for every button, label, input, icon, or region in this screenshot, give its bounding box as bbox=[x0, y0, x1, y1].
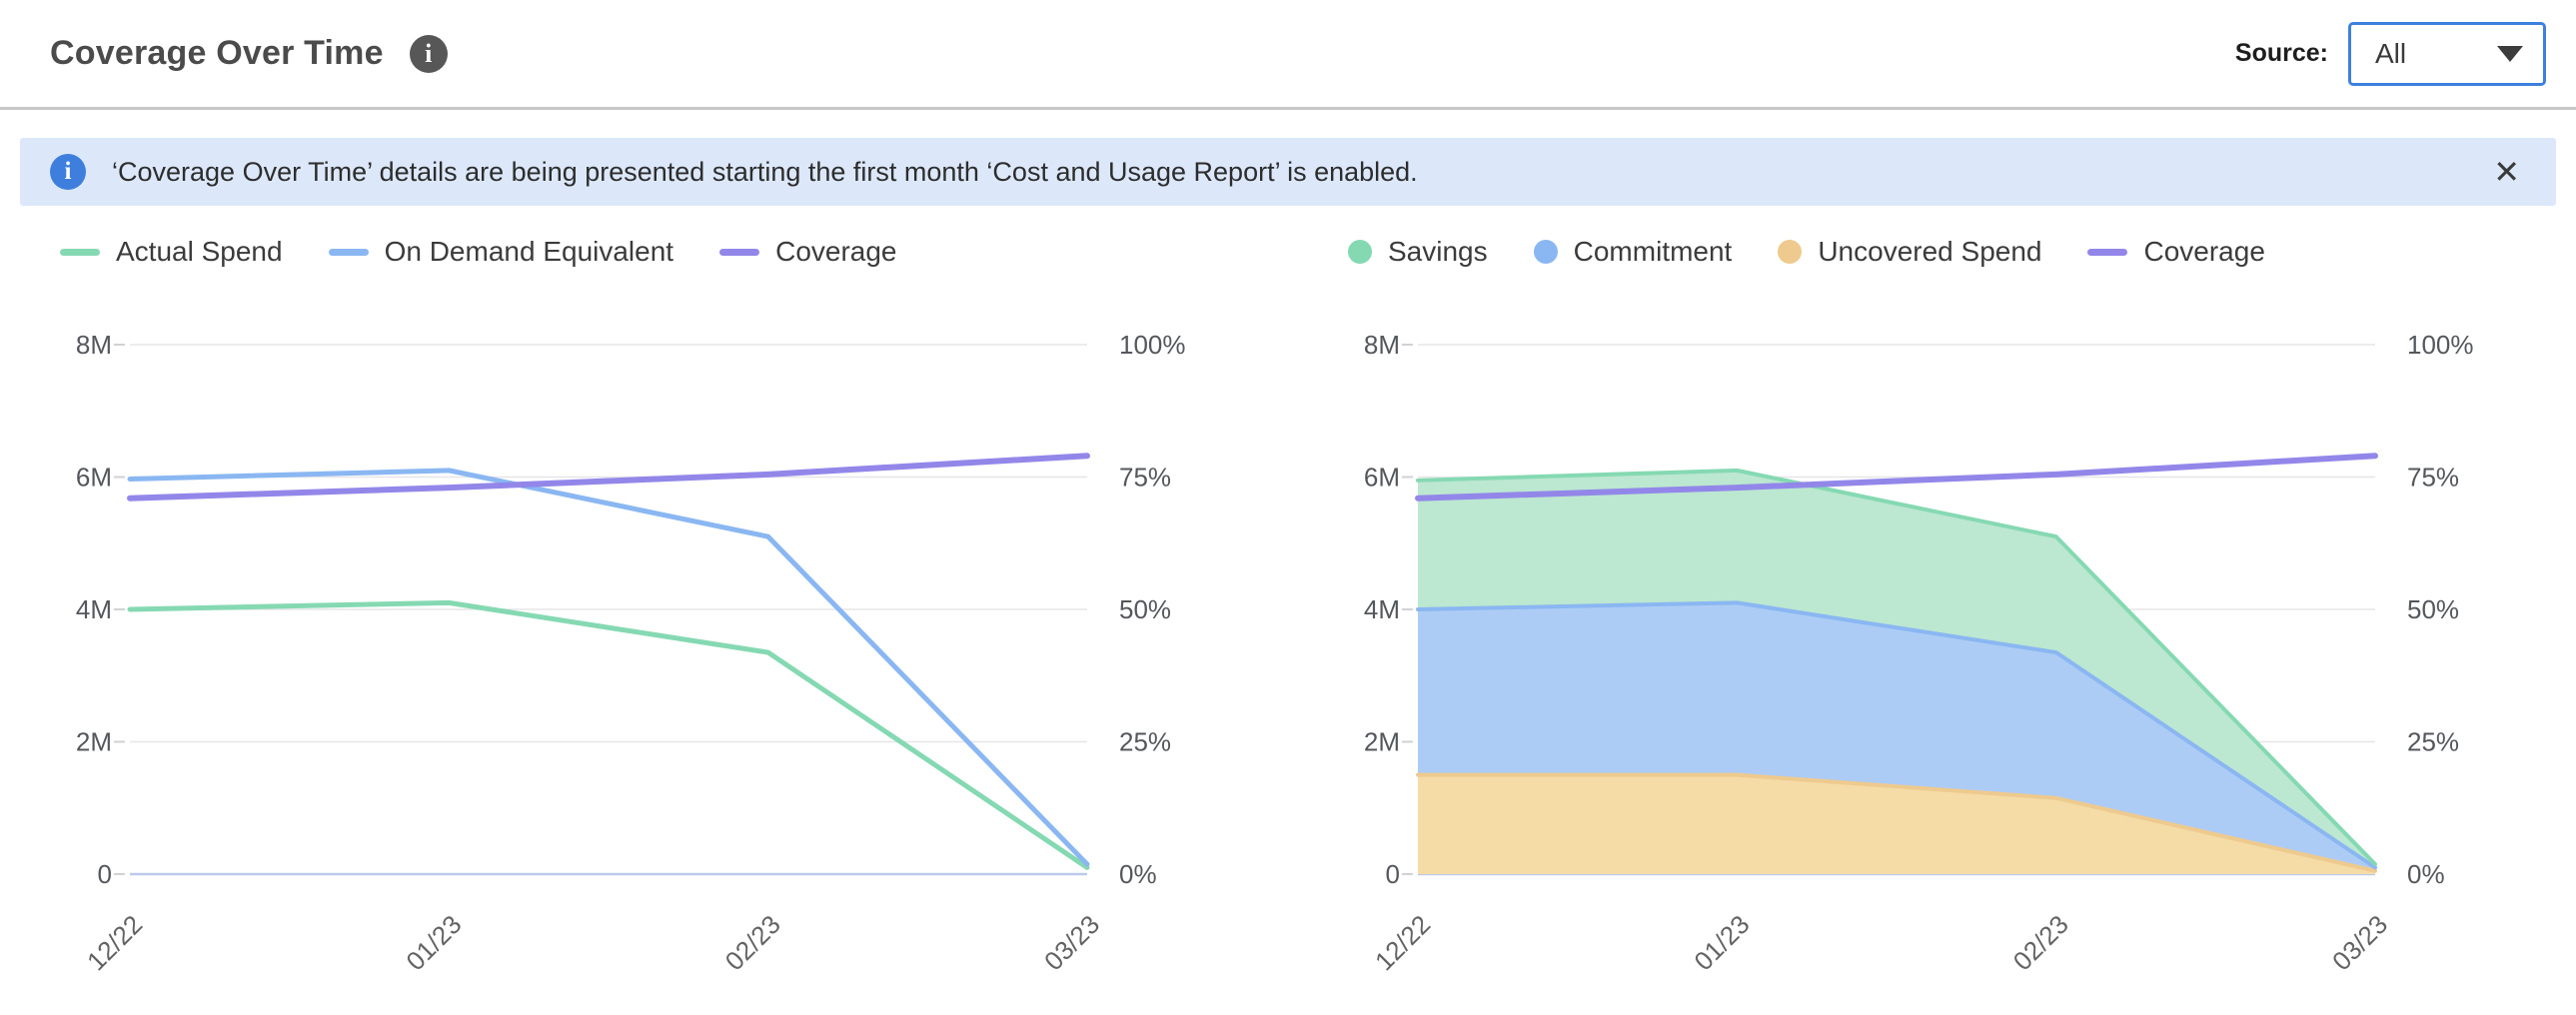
line-chart-canvas[interactable]: 8M 100% 6M 75% 4M 50% 2M 25% 0 0% 12/22 01/23 02/23 0… bbox=[0, 298, 1288, 1013]
line-chart-legend: Actual Spend On Demand Equivalent Coverage bbox=[60, 230, 1288, 274]
line-actual-spend bbox=[127, 599, 1090, 870]
x-axis-label: 03/23 bbox=[1038, 909, 1105, 976]
area-edge-uncovered-spend bbox=[1416, 772, 2377, 873]
area-chart-legend: Savings Commitment Uncovered Spend Coverage bbox=[1348, 230, 2576, 274]
right-axis-label: 100% bbox=[2407, 330, 2474, 360]
right-axis-label: 25% bbox=[1119, 727, 1171, 757]
left-axis-label: 2M bbox=[76, 727, 112, 757]
area-edge-commitment bbox=[1416, 600, 2377, 870]
info-banner: i ‘Coverage Over Time’ details are being… bbox=[20, 138, 2556, 206]
x-axis-label: 12/22 bbox=[1369, 909, 1436, 976]
coverage-line-chart: Actual Spend On Demand Equivalent Coverage… bbox=[0, 230, 1288, 1013]
legend-label: Commitment bbox=[1573, 236, 1733, 267]
left-axis-label: 8M bbox=[1364, 330, 1400, 360]
coverage-swatch-icon bbox=[2087, 248, 2128, 256]
header-right: Source: All bbox=[2234, 21, 2546, 86]
legend-label: On Demand Equivalent bbox=[384, 236, 674, 267]
charts-row: Actual Spend On Demand Equivalent Coverage… bbox=[0, 230, 2576, 1013]
right-axis-label: 25% bbox=[2407, 727, 2459, 757]
line-on-demand-equivalent bbox=[127, 468, 1090, 867]
left-axis-label: 6M bbox=[76, 463, 112, 493]
x-axis-label: 12/22 bbox=[81, 909, 148, 976]
line-coverage bbox=[127, 453, 1090, 502]
right-axis-label: 0% bbox=[1119, 859, 1157, 889]
source-label: Source: bbox=[2234, 39, 2328, 67]
left-axis-label: 4M bbox=[1364, 594, 1400, 624]
left-axis-label: 4M bbox=[76, 594, 112, 624]
legend-item-savings[interactable]: Savings bbox=[1348, 236, 1488, 268]
right-axis-label: 50% bbox=[1119, 594, 1171, 624]
right-axis-label: 50% bbox=[2407, 594, 2459, 624]
legend-item-actual-spend[interactable]: Actual Spend bbox=[60, 236, 283, 268]
left-axis-label: 0 bbox=[98, 859, 112, 889]
info-icon: i bbox=[50, 154, 86, 190]
x-axis-label: 01/23 bbox=[400, 909, 467, 976]
right-axis-label: 0% bbox=[2407, 859, 2445, 889]
savings-swatch-icon bbox=[1348, 240, 1372, 264]
x-axis-label: 02/23 bbox=[2007, 909, 2074, 976]
right-axis-label: 75% bbox=[2407, 463, 2459, 493]
source-dropdown-value: All bbox=[2375, 37, 2407, 69]
legend-label: Uncovered Spend bbox=[1818, 236, 2042, 267]
source-dropdown[interactable]: All bbox=[2348, 21, 2546, 86]
legend-item-commitment[interactable]: Commitment bbox=[1533, 236, 1733, 268]
commitment-swatch-icon bbox=[1533, 240, 1558, 264]
area-uncovered-spend bbox=[1418, 774, 2375, 874]
line-coverage bbox=[1415, 453, 2378, 502]
area-edge-savings bbox=[1416, 468, 2377, 867]
legend-label: Actual Spend bbox=[116, 236, 283, 267]
legend-item-coverage[interactable]: Coverage bbox=[719, 236, 897, 268]
area-commitment bbox=[1418, 602, 2375, 871]
legend-item-uncovered-spend[interactable]: Uncovered Spend bbox=[1778, 236, 2041, 268]
left-axis-label: 0 bbox=[1386, 859, 1400, 889]
x-axis-label: 03/23 bbox=[2326, 909, 2393, 976]
page-title: Coverage Over Time bbox=[50, 34, 384, 72]
on-demand-equivalent-swatch-icon bbox=[328, 248, 369, 256]
left-axis-label: 8M bbox=[76, 330, 112, 360]
legend-label: Savings bbox=[1388, 236, 1488, 267]
header: Coverage Over Time i Source: All bbox=[0, 0, 2576, 110]
x-axis-label: 01/23 bbox=[1688, 909, 1755, 976]
area-savings bbox=[1418, 470, 2375, 868]
title-info-icon[interactable]: i bbox=[409, 34, 448, 73]
coverage-swatch-icon bbox=[719, 248, 760, 256]
legend-label: Coverage bbox=[775, 236, 897, 267]
close-icon[interactable]: ✕ bbox=[2487, 155, 2526, 189]
legend-label: Coverage bbox=[2143, 236, 2265, 267]
area-chart-canvas[interactable]: 8M 100% 6M 75% 4M 50% 2M 25% 0 0% 12/22 01/23 02/23 0… bbox=[1288, 298, 2576, 1013]
coverage-stacked-area-chart: Savings Commitment Uncovered Spend Coverage… bbox=[1288, 230, 2576, 1013]
x-axis-label: 02/23 bbox=[719, 909, 786, 976]
actual-spend-swatch-icon bbox=[60, 248, 100, 256]
left-axis-label: 6M bbox=[1364, 463, 1400, 493]
info-banner-text: ‘Coverage Over Time’ details are being p… bbox=[112, 156, 1418, 187]
legend-item-coverage[interactable]: Coverage bbox=[2087, 236, 2265, 268]
legend-item-on-demand-equivalent[interactable]: On Demand Equivalent bbox=[328, 236, 674, 268]
uncovered-spend-swatch-icon bbox=[1778, 240, 1803, 264]
left-axis-label: 2M bbox=[1364, 727, 1400, 757]
right-axis-label: 100% bbox=[1119, 330, 1186, 360]
chevron-down-icon bbox=[2497, 45, 2523, 62]
right-axis-label: 75% bbox=[1119, 463, 1171, 493]
